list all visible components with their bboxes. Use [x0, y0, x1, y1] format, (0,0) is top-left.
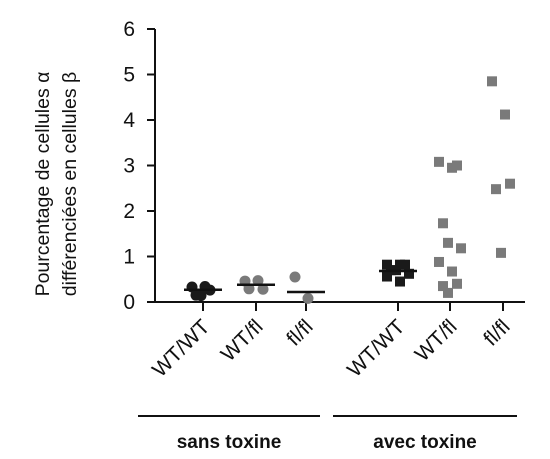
data-point: [496, 247, 506, 258]
data-point: [302, 292, 314, 304]
data-point: [452, 160, 462, 171]
x-tick-label: WT/WT: [343, 315, 410, 382]
x-tick-label: WT/fl: [217, 315, 268, 366]
data-point: [404, 268, 414, 279]
x-tick-label: WT/WT: [148, 315, 215, 382]
y-tick-label: 6: [123, 18, 135, 41]
data-point: [434, 256, 444, 267]
group-label: sans toxine: [177, 432, 282, 453]
data-point: [500, 109, 510, 120]
data-point: [438, 281, 448, 292]
data-point: [382, 259, 392, 270]
axes: 0 1 2 3 4 5 6: [123, 18, 525, 314]
data-marks: [184, 76, 515, 304]
group-label: avec toxine: [373, 432, 477, 453]
y-tick-label: 5: [123, 64, 135, 87]
x-tick-label: WT/fl: [411, 315, 462, 366]
data-point: [438, 218, 448, 229]
data-point: [434, 156, 444, 167]
y-tick-label: 1: [123, 246, 135, 269]
data-point: [382, 271, 392, 282]
y-axis-label-line-1: Pourcentage de cellules α: [32, 72, 54, 297]
group-labels: sans toxine avec toxine: [138, 415, 517, 453]
y-tick-label: 4: [123, 109, 135, 132]
data-point: [400, 259, 410, 270]
x-tick-label: fl/fl: [479, 315, 514, 350]
x-tick-labels: WT/WT WT/fl fl/fl WT/WT WT/fl fl/fl: [148, 315, 515, 382]
data-point: [505, 178, 515, 189]
data-point: [243, 283, 255, 295]
y-tick-label: 3: [123, 155, 135, 178]
data-point: [395, 276, 405, 287]
x-tick-label: fl/fl: [282, 315, 317, 350]
y-axis-label-line-2: différenciées en cellules β: [59, 72, 81, 296]
data-point: [447, 266, 457, 277]
data-point: [289, 271, 301, 283]
data-point: [452, 278, 462, 289]
y-axis-label: Pourcentage de cellules α différenciées …: [32, 72, 81, 297]
data-point: [491, 184, 501, 195]
data-point: [443, 237, 453, 248]
y-tick-label: 2: [123, 200, 135, 223]
data-point: [195, 290, 207, 302]
data-point: [257, 283, 269, 295]
data-point: [443, 287, 453, 298]
data-point: [456, 243, 466, 254]
data-point: [487, 76, 497, 87]
data-point: [252, 275, 264, 287]
y-tick-label: 0: [123, 291, 135, 314]
